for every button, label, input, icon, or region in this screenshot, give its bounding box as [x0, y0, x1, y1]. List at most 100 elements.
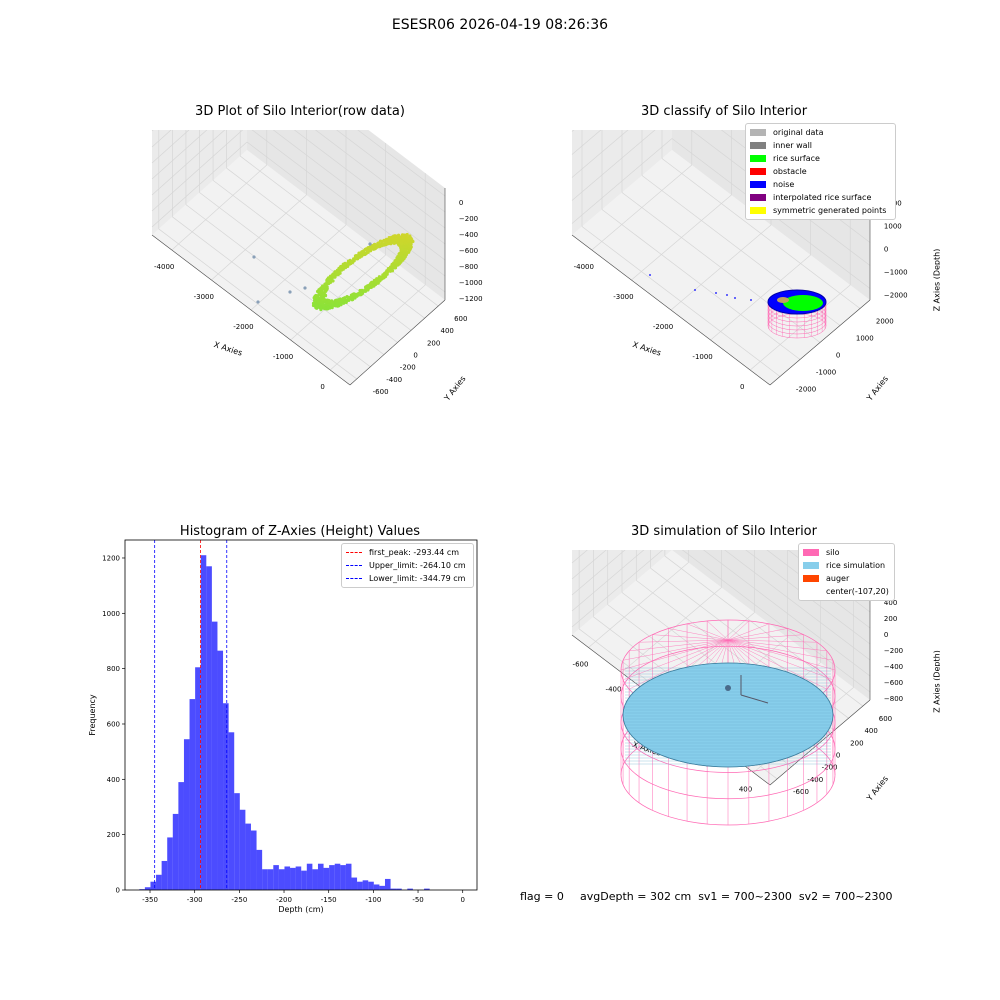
legend-swatch [750, 207, 766, 214]
z-tick-label: −1000 [459, 279, 483, 287]
data-point [252, 255, 255, 258]
y-tick-label: 200 [850, 739, 863, 747]
data-point [342, 297, 345, 300]
data-point [373, 279, 376, 282]
z-tick-label: −600 [884, 679, 903, 687]
legend-label: inner wall [773, 141, 812, 150]
histogram-legend: first_peak: -293.44 cm Upper_limit: -264.… [341, 543, 474, 588]
simulation-plot-title: 3D simulation of Silo Interior [574, 524, 874, 539]
histogram-bar [279, 869, 285, 890]
data-point [408, 236, 411, 239]
data-point [384, 273, 387, 276]
legend-label: original data [773, 128, 823, 137]
histogram-bar [385, 879, 391, 890]
data-point [382, 244, 385, 247]
histogram-bar [257, 850, 263, 890]
legend-label: symmetric generated points [773, 206, 886, 215]
y-tick-label: 1200 [102, 554, 120, 562]
data-point [396, 264, 399, 267]
y-tick-label: 400 [441, 327, 454, 335]
x-tick-label: -1000 [273, 353, 293, 361]
histogram-bar [190, 699, 196, 890]
legend-item: interpolated rice surface [746, 191, 895, 204]
x-tick-label: -300 [187, 896, 203, 904]
histogram-bar [262, 869, 268, 890]
data-point [388, 268, 391, 271]
data-point [407, 239, 410, 242]
noise-point [750, 299, 752, 301]
rice-surface [623, 663, 833, 767]
data-point [331, 273, 334, 276]
data-point [368, 242, 371, 245]
histogram-bar [379, 886, 385, 890]
legend-label: obstacle [773, 167, 807, 176]
y-tick-label: -400 [807, 776, 823, 784]
data-point [256, 300, 259, 303]
noise-point [649, 274, 651, 276]
y-tick-label: -400 [386, 376, 402, 384]
histogram-bar [312, 869, 318, 890]
noise-point [715, 292, 717, 294]
histogram-bar [150, 882, 156, 890]
z-tick-label: −1000 [884, 269, 908, 277]
raw-3d-plot[interactable]: -4000-3000-2000-10000-600-400-2000200400… [130, 130, 500, 470]
data-point [303, 286, 306, 289]
data-point [396, 257, 399, 260]
x-tick-label: -3000 [194, 293, 214, 301]
z-tick-label: 0 [884, 246, 888, 254]
legend-label: silo [826, 548, 840, 557]
histogram-bar [184, 739, 190, 890]
histogram-bar [307, 864, 313, 890]
legend-line-sample [346, 578, 362, 579]
histogram-bar [173, 814, 179, 890]
histogram-bar [178, 782, 184, 890]
data-point [346, 295, 349, 298]
x-axis-title: Depth (cm) [278, 905, 323, 914]
legend-label: rice simulation [826, 561, 885, 570]
y-tick-label: 400 [864, 727, 877, 735]
legend-item: center(-107,20) [799, 585, 894, 598]
noise-point [726, 294, 728, 296]
data-point [402, 256, 405, 259]
data-point [393, 242, 396, 245]
z-tick-label: −800 [884, 695, 903, 703]
x-tick-label: -350 [142, 896, 158, 904]
legend-label: interpolated rice surface [773, 193, 871, 202]
legend-swatch [750, 181, 766, 188]
z-tick-label: 0 [459, 199, 463, 207]
x-tick-label: 0 [740, 383, 744, 391]
legend-item: inner wall [746, 139, 895, 152]
x-tick-label: -2000 [233, 323, 253, 331]
y-tick-label: 1000 [102, 610, 120, 618]
legend-line-sample [346, 565, 362, 566]
data-point [339, 302, 342, 305]
data-point [354, 256, 357, 259]
classify-plot-title: 3D classify of Silo Interior [574, 104, 874, 119]
data-point [402, 235, 405, 238]
data-point [325, 288, 328, 291]
legend-swatch [803, 588, 819, 595]
histogram-chart[interactable]: -350 -300 -250 -200 -150 -100 -50 0 0 200 400 600 80… [70, 530, 490, 920]
histogram-bar [223, 703, 229, 890]
data-point [337, 270, 340, 273]
legend-swatch [803, 575, 819, 582]
y-tick-label: 0 [836, 352, 840, 360]
legend-item: symmetric generated points [746, 204, 895, 217]
histogram-bar [296, 866, 302, 890]
legend-swatch [750, 142, 766, 149]
data-point [405, 252, 408, 255]
legend-swatch [750, 129, 766, 136]
histogram-bar [212, 622, 218, 890]
histogram-bar [145, 887, 151, 890]
x-tick-label: 0 [320, 383, 324, 391]
data-point [327, 280, 330, 283]
x-tick-label: -250 [231, 896, 247, 904]
legend-item: rice simulation [799, 559, 894, 572]
y-tick-label: -2000 [796, 386, 816, 394]
y-tick-label: 200 [107, 831, 120, 839]
data-point [337, 298, 340, 301]
z-tick-label: −400 [459, 231, 478, 239]
y-tick-label: 0 [413, 352, 417, 360]
data-point [384, 240, 387, 243]
z-tick-label: 0 [884, 631, 888, 639]
